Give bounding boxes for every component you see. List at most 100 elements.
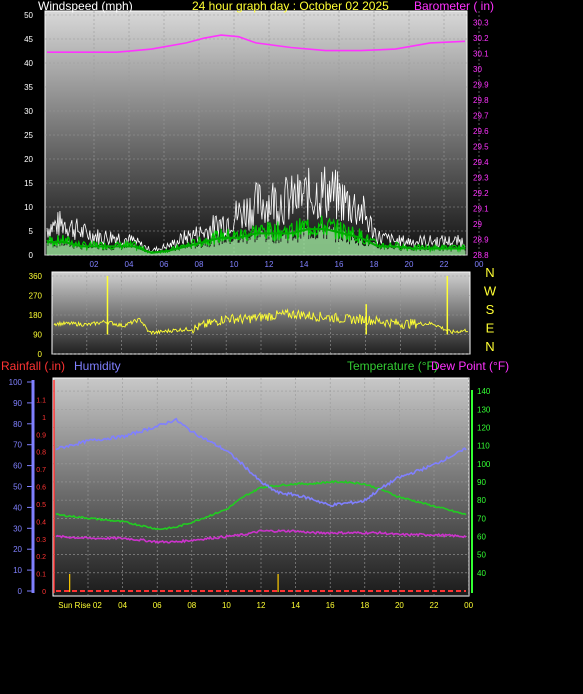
wind-y-tick: 30 [24,107,33,116]
temp-y-tick: 80 [477,496,486,505]
rain-temp-x-tick: 14 [291,601,300,610]
rain-temp-axes: 010203040506070809010000.10.20.30.40.50.… [9,378,491,610]
temp-y-tick: 130 [477,405,491,414]
wind-x-tick: 12 [265,260,274,269]
dewpoint-line [55,529,467,544]
compass-label: S [486,302,495,317]
temp-y-tick: 120 [477,423,491,432]
direction-y-tick: 270 [29,292,43,301]
rain-y-tick: 0.2 [36,554,46,561]
wind-axes: 02 04 06 08 10 12 14 16 18 20 22 000510152025303540… [24,11,489,269]
rain-temp-x-tick: 16 [326,601,335,610]
baro-y-tick: 30.2 [473,34,489,43]
rainfall-title: Rainfall (.in) [1,359,65,373]
humidity-y-tick: 90 [13,399,22,408]
wind-x-tick: 04 [125,260,134,269]
humidity-y-tick: 30 [13,524,22,533]
rain-y-tick: 1 [42,415,46,422]
rain-y-tick: 1.1 [36,397,46,404]
humidity-y-tick: 60 [13,462,22,471]
direction-y-tick: 180 [29,311,43,320]
temp-y-tick: 40 [477,569,486,578]
wind-x-tick: 20 [405,260,414,269]
wind-gust-line [46,166,466,253]
rain-temp-x-tick: 00 [464,601,473,610]
rain-y-tick: 0.5 [36,502,46,509]
rain-temp-x-tick: 18 [360,601,369,610]
temp-y-tick: 100 [477,460,491,469]
wind-y-tick: 40 [24,59,33,68]
baro-y-tick: 29.8 [473,96,489,105]
compass-label: N [485,265,494,280]
rain-temp-x-tick: 06 [153,601,162,610]
rain-temp-x-tick: 10 [222,601,231,610]
wind-y-tick: 50 [24,11,33,20]
barometer-title: Barometer ( in) [414,0,494,13]
direction-grid [52,272,470,355]
rain-temp-panel: 010203040506070809010000.10.20.30.40.50.… [9,377,491,610]
wind-y-tick: 15 [24,179,33,188]
baro-y-tick: 30.3 [473,19,489,28]
wind-y-tick: 35 [24,83,33,92]
baro-y-tick: 29.1 [473,205,489,214]
wind-x-tick: 00 [475,260,484,269]
rain-y-tick: 0.9 [36,432,46,439]
humidity-title: Humidity [74,359,121,373]
wind-x-tick: 02 [90,260,99,269]
temperature-line [55,479,467,531]
rain-temp-x-tick: 20 [395,601,404,610]
baro-y-tick: 28.8 [473,251,489,260]
wind-y-tick: 5 [29,227,34,236]
humidity-y-tick: 20 [13,545,22,554]
baro-y-tick: 29.2 [473,189,489,198]
wind-y-tick: 10 [24,203,33,212]
rain-temp-series [55,417,467,592]
wind-x-tick: 10 [230,260,239,269]
rain-y-tick: 0.3 [36,537,46,544]
baro-y-tick: 29.3 [473,174,489,183]
temp-y-tick: 90 [477,478,486,487]
wind-avg-smooth [47,228,465,254]
humidity-y-tick: 0 [18,587,23,596]
wind-y-tick: 0 [29,251,34,260]
dewpoint-title: Dew Point (°F) [431,359,509,373]
baro-y-tick: 29.6 [473,127,489,136]
wind-y-tick: 20 [24,155,33,164]
humidity-line [55,417,467,508]
compass-label: N [485,339,494,354]
wind-x-tick: 16 [335,260,344,269]
rain-temp-grid [53,378,469,596]
direction-y-tick: 0 [38,350,43,359]
direction-y-tick: 360 [29,272,43,281]
temp-y-tick: 110 [477,442,490,451]
direction-series [53,276,469,336]
baro-y-tick: 28.9 [473,236,489,245]
wind-x-tick: 06 [160,260,169,269]
date-title: 24 hour graph day : October 02 2025 [192,0,389,13]
wind-title: Windspeed (mph) [38,0,133,13]
humidity-y-tick: 100 [9,378,23,387]
wind-x-tick: 14 [300,260,309,269]
humidity-y-tick: 50 [13,483,22,492]
temp-y-tick: 140 [477,387,491,396]
baro-y-tick: 29 [473,220,482,229]
humidity-y-tick: 10 [13,566,22,575]
temp-y-tick: 70 [477,514,486,523]
barometer-line [47,34,466,53]
wind-y-tick: 25 [24,131,33,140]
humidity-y-tick: 40 [13,503,22,512]
rain-temp-x-tick: 22 [430,601,439,610]
rain-y-tick: 0.6 [36,485,46,492]
wind-series [46,34,466,255]
baro-y-tick: 29.7 [473,112,489,121]
compass-label: W [484,284,497,299]
wind-panel: 02 04 06 08 10 12 14 16 18 20 22 000510152025303540… [24,10,489,269]
rain-temp-x-tick: Sun Rise 02 [58,601,102,610]
rain-temp-x-tick: 12 [257,601,266,610]
wind-y-tick: 45 [24,35,33,44]
baro-y-tick: 30.1 [473,50,489,59]
rain-y-tick: 0.4 [36,519,46,526]
